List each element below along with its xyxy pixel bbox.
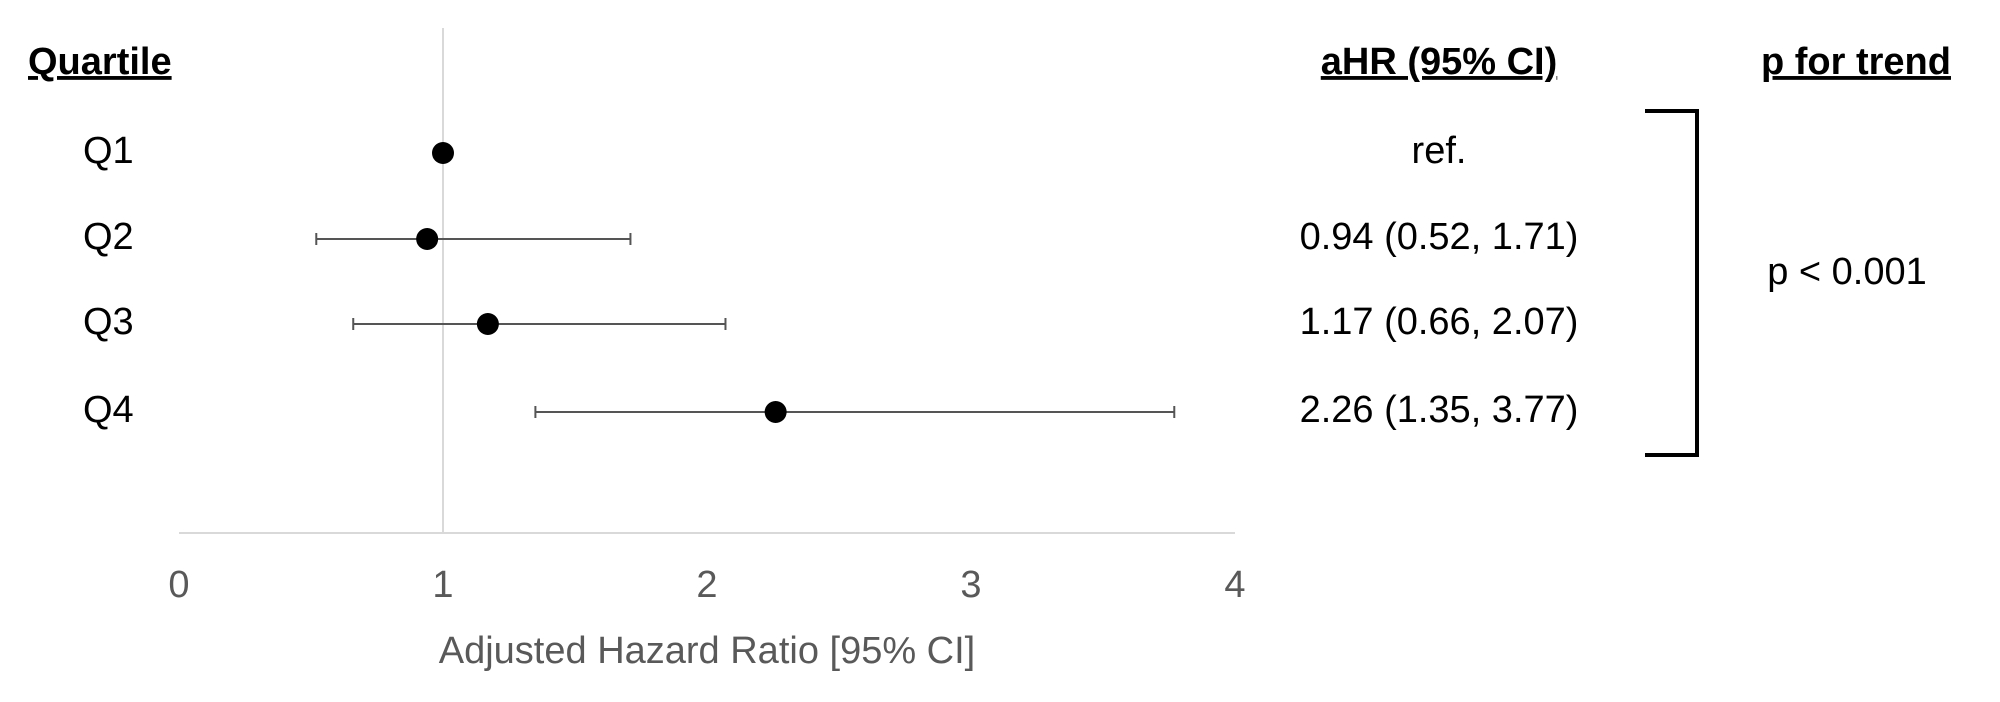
value-header: aHR (95% CI) [1321, 41, 1558, 83]
value-label: 0.94 (0.52, 1.71) [1300, 216, 1579, 258]
category-label: Q3 [83, 301, 134, 343]
x-tick-label: 1 [432, 564, 453, 606]
value-label: ref. [1412, 130, 1467, 172]
category-header: Quartile [28, 41, 172, 83]
x-axis-label: Adjusted Hazard Ratio [95% CI] [439, 630, 976, 672]
point-estimate [416, 228, 439, 250]
x-tick-label: 0 [168, 564, 189, 606]
trend-label: p < 0.001 [1767, 251, 1927, 293]
point-estimate [476, 313, 499, 335]
trend-header: p for trend [1761, 41, 1951, 83]
point-estimate [764, 401, 787, 423]
x-tick-label: 4 [1224, 564, 1245, 606]
point-estimate [432, 142, 454, 164]
category-label: Q4 [83, 389, 134, 431]
value-label: 1.17 (0.66, 2.07) [1300, 301, 1579, 343]
value-label: 2.26 (1.35, 3.77) [1300, 389, 1579, 431]
trend-bracket [1645, 109, 1699, 457]
category-label: Q1 [83, 130, 134, 172]
x-tick-label: 3 [960, 564, 981, 606]
x-tick-label: 2 [696, 564, 717, 606]
category-label: Q2 [83, 216, 134, 258]
